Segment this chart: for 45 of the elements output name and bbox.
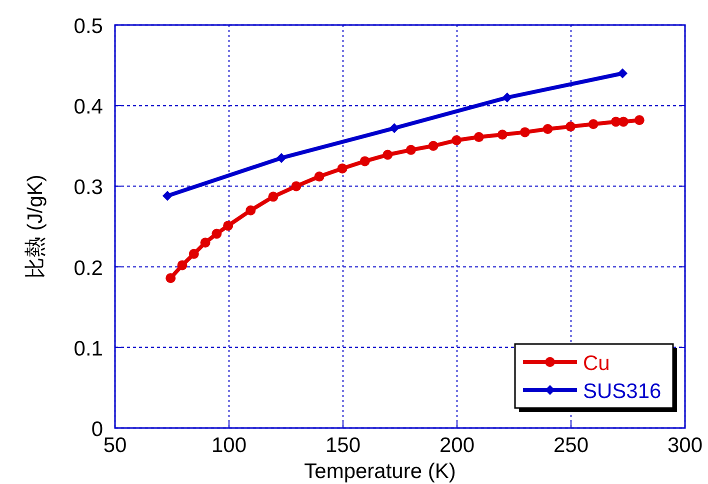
point — [360, 156, 370, 166]
y-tick-label: 0.5 — [74, 15, 103, 38]
point — [276, 152, 286, 163]
point — [291, 181, 302, 192]
point — [474, 132, 484, 142]
point — [588, 119, 598, 130]
legend-label: SUS316 — [583, 380, 662, 403]
y-tick-label: 0.3 — [74, 176, 103, 200]
point — [452, 135, 462, 146]
point — [566, 122, 576, 132]
point — [166, 273, 176, 284]
point — [162, 190, 172, 201]
point — [212, 228, 222, 239]
y-tick-label: 0.4 — [74, 96, 104, 119]
point — [268, 192, 278, 202]
point — [314, 172, 324, 182]
point — [382, 150, 393, 160]
point — [177, 260, 188, 270]
y-tick-label: 0.2 — [74, 256, 103, 280]
point — [246, 205, 256, 216]
point — [223, 220, 234, 231]
point — [200, 238, 210, 248]
x-tick-label: 250 — [553, 434, 589, 457]
point — [618, 68, 628, 78]
x-tick-label: 100 — [211, 434, 247, 457]
x-tick-label: 150 — [325, 434, 361, 457]
x-tick-label: 50 — [103, 434, 127, 457]
point — [406, 144, 416, 155]
point — [618, 116, 628, 127]
point — [188, 248, 199, 259]
point — [389, 123, 400, 134]
x-tick-label: 300 — [667, 434, 703, 457]
y-tick-label: 0.1 — [74, 337, 103, 360]
x-tick-label: 200 — [439, 434, 475, 457]
y-tick-label: 0 — [91, 418, 103, 441]
point — [542, 124, 553, 134]
point — [502, 92, 512, 103]
point — [337, 163, 348, 174]
point — [428, 140, 438, 151]
point — [634, 115, 644, 126]
legend-label: Cu — [583, 352, 610, 375]
point — [520, 127, 530, 138]
point — [497, 130, 508, 140]
x-axis-title: Temperature (K) — [304, 460, 456, 483]
y-axis-title: 比熱 (J/gK) — [24, 174, 47, 278]
